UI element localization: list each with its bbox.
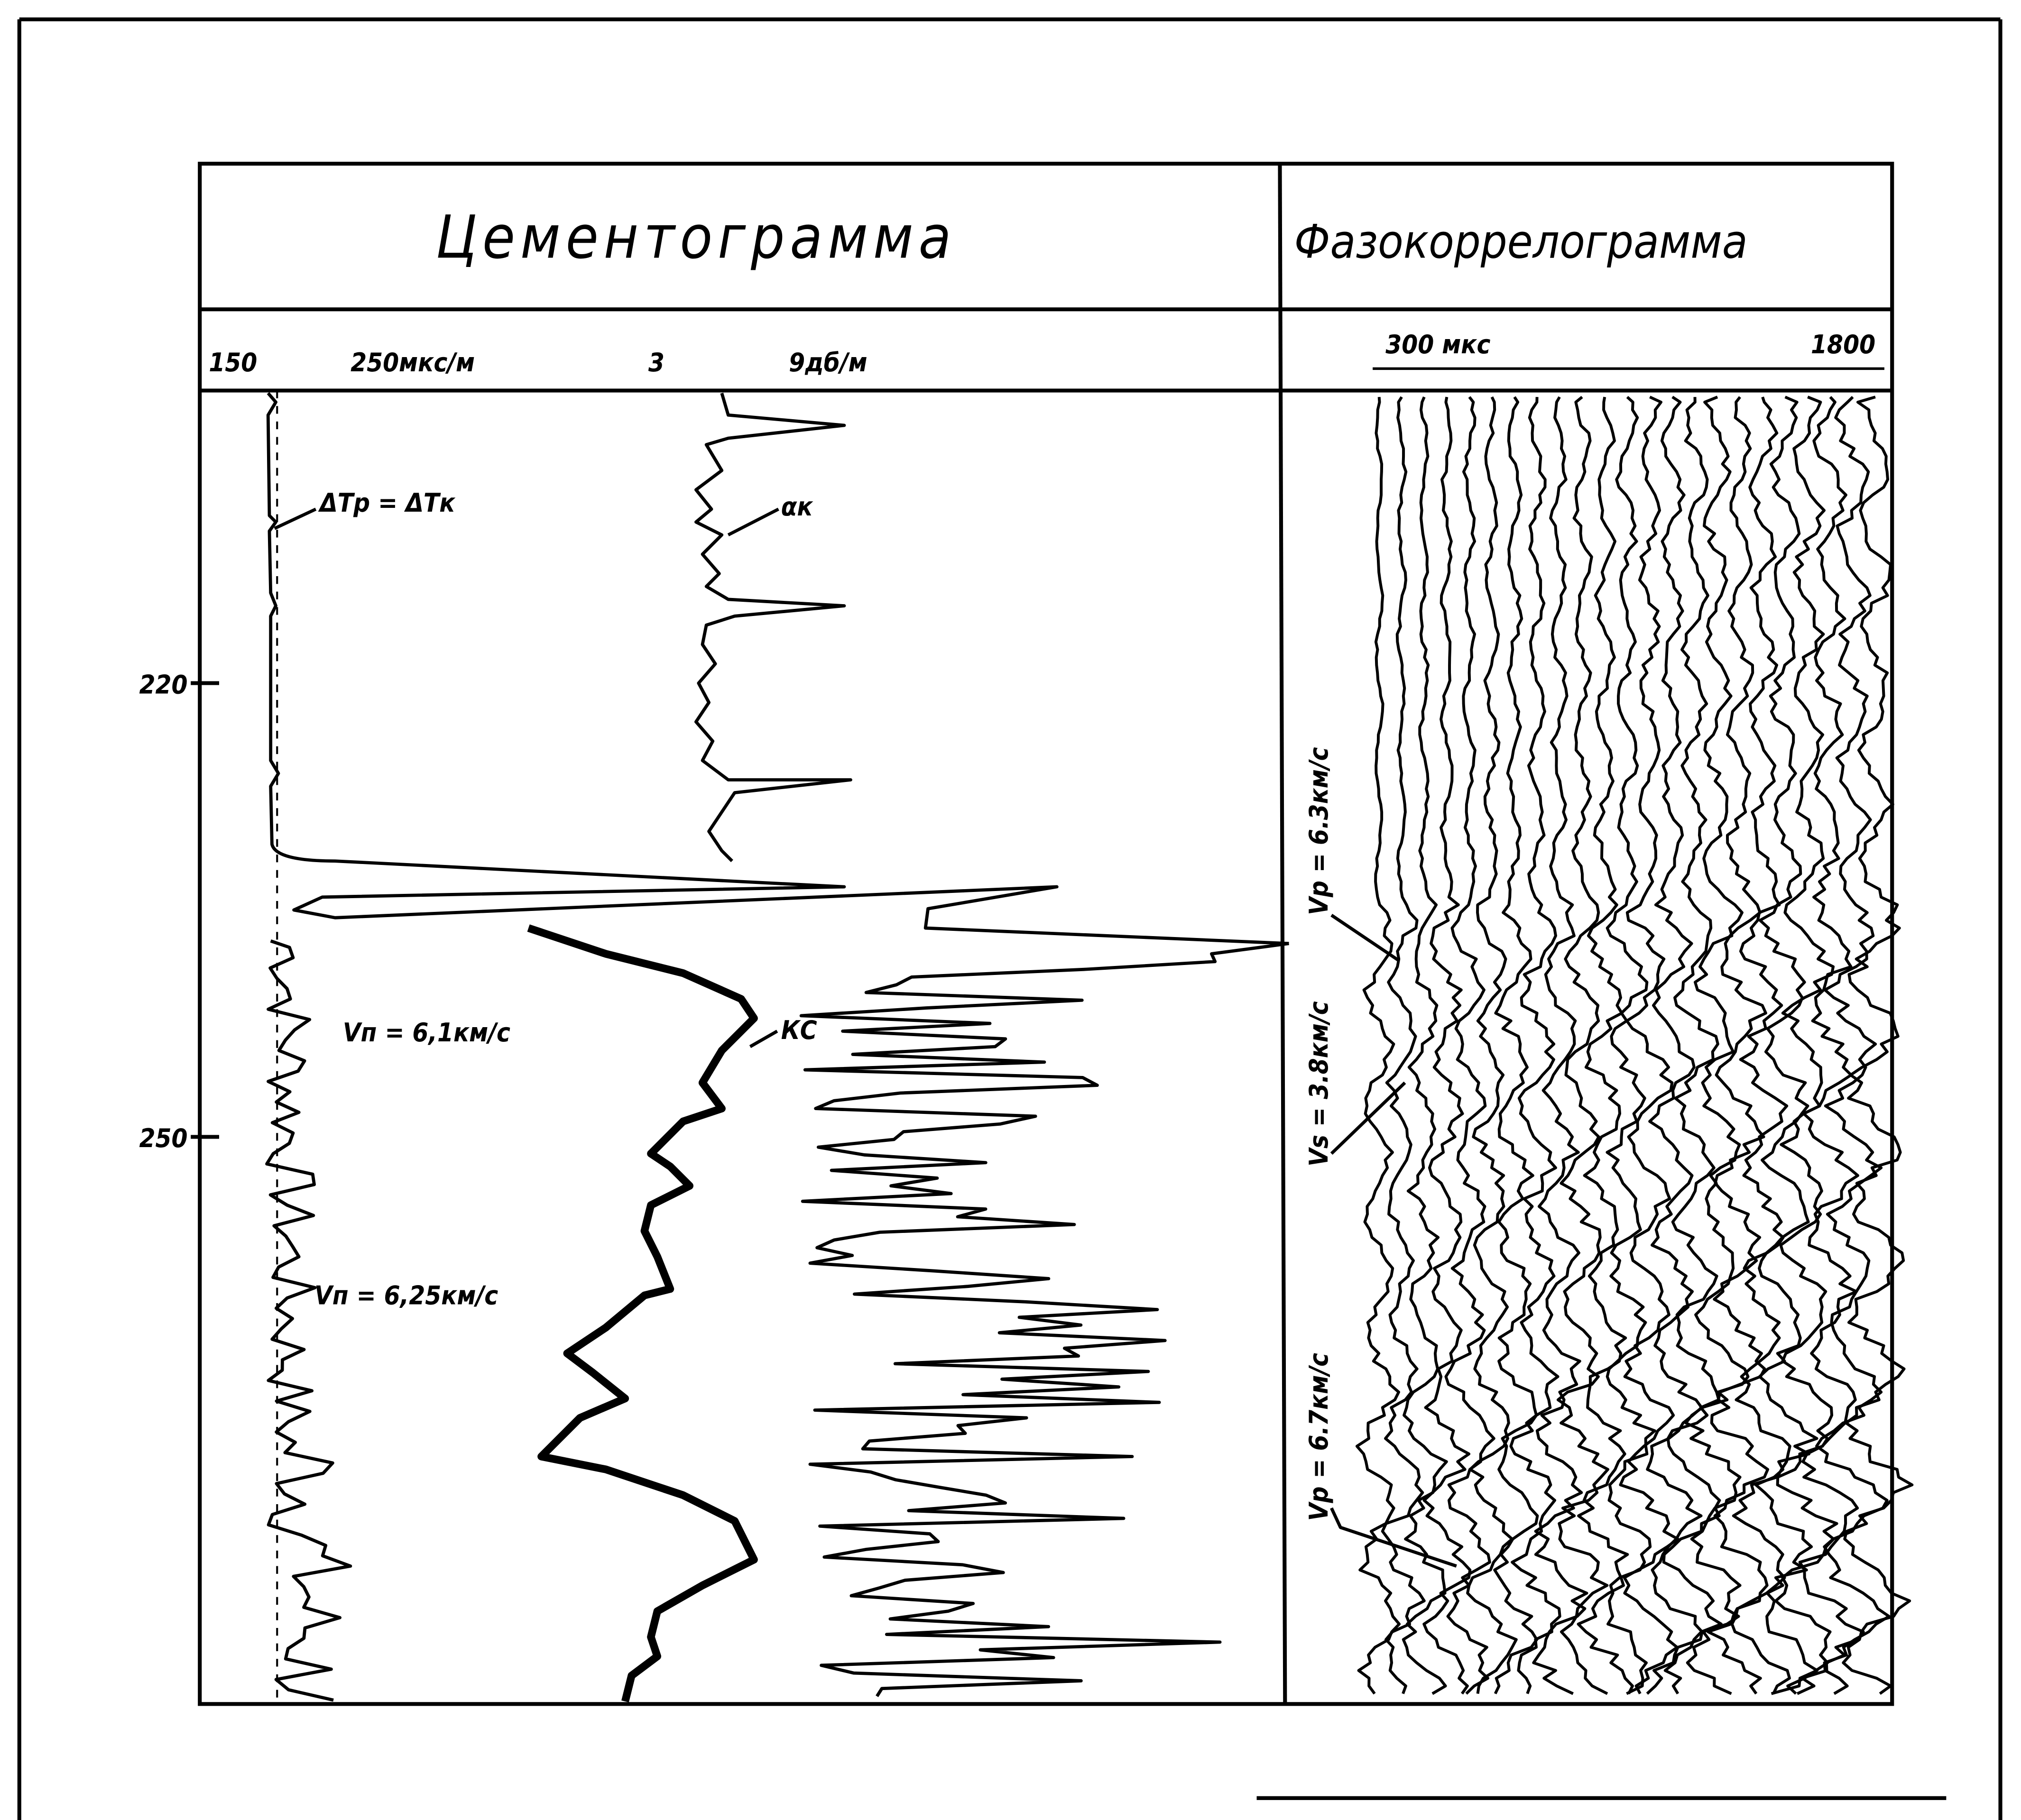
depth-label: 220 [139,670,187,699]
scale-label: 1800 [1811,330,1875,359]
left-title: Цементограмма [436,203,957,272]
annotation: ΔTр = ΔTк [318,488,456,518]
annotation: Vп = 6,1км/с [343,1018,510,1048]
annotation: Vп = 6,25км/с [314,1281,498,1311]
annotation: КС [781,1015,817,1045]
annotation: Vр = 6.3км/с [1304,747,1334,915]
page: Цементограмма Фазокоррелограмма 150 250м… [0,0,2021,1820]
scale-label: 9дб/м [789,348,867,377]
background [0,0,2021,1820]
annotation: Vs = 3.8км/с [1304,1001,1334,1167]
scale-label: 300 мкс [1385,330,1490,359]
right-title: Фазокоррелограмма [1294,215,1748,269]
scale-label: 250мкс/м [351,348,475,377]
figure: Цементограмма Фазокоррелограмма 150 250м… [0,0,2021,1820]
scale-label: 150 [209,348,257,377]
depth-label: 250 [139,1123,187,1153]
scale-label: 3 [648,348,664,377]
annotation: αк [781,492,814,522]
annotation: Vр = 6.7км/с [1304,1353,1334,1521]
